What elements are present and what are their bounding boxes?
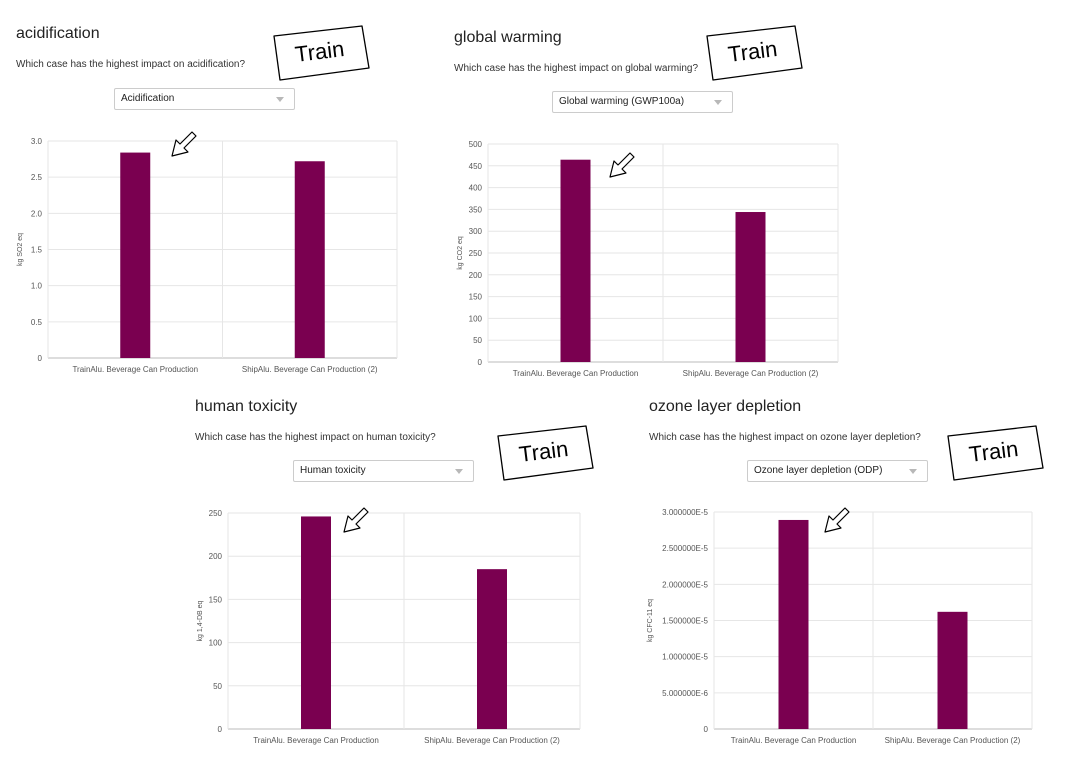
x-tick-label: TrainAlu. Beverage Can Production (72, 365, 198, 374)
impact-category-dropdown[interactable]: Human toxicity (293, 460, 474, 482)
x-tick-label: TrainAlu. Beverage Can Production (731, 736, 857, 745)
x-tick-label: TrainAlu. Beverage Can Production (253, 736, 379, 745)
train-callout: Train (703, 24, 803, 82)
bar (120, 152, 151, 358)
y-tick-label: 5.000000E-6 (662, 689, 708, 698)
panel-question: Which case has the highest impact on glo… (454, 63, 699, 74)
impact-category-dropdown[interactable]: Ozone layer depletion (ODP) (747, 460, 928, 482)
x-tick-label: TrainAlu. Beverage Can Production (513, 369, 639, 378)
y-axis-label: kg 1,4-DB eq (197, 600, 204, 641)
bar (301, 516, 331, 729)
y-tick-label: 500 (469, 140, 483, 149)
panel-question: Which case has the highest impact on aci… (16, 59, 246, 70)
callout-box-shape (273, 25, 370, 81)
arrow-pointer-icon (171, 131, 197, 157)
y-tick-label: 50 (473, 336, 482, 345)
bar (778, 519, 809, 729)
y-tick-label: 3.0 (31, 137, 43, 146)
x-tick-label: ShipAlu. Beverage Can Production (2) (242, 365, 378, 374)
chevron-down-icon (276, 97, 284, 102)
y-tick-label: 250 (469, 249, 483, 258)
panel-title: ozone layer depletion (649, 398, 802, 415)
dropdown-selected-value: Acidification (121, 93, 175, 104)
bar (735, 212, 766, 362)
y-tick-label: 200 (469, 271, 483, 280)
x-tick-label: ShipAlu. Beverage Can Production (2) (885, 736, 1021, 745)
y-axis-label: kg CO2 eq (457, 236, 464, 270)
y-tick-label: 150 (469, 293, 483, 302)
panel-title: human toxicity (195, 398, 298, 415)
bar (937, 611, 968, 729)
x-tick-label: ShipAlu. Beverage Can Production (2) (683, 369, 819, 378)
dropdown-selected-value: Human toxicity (300, 465, 366, 476)
y-tick-label: 2.500000E-5 (662, 544, 708, 553)
callout-box-shape (497, 425, 594, 481)
bar (294, 161, 325, 358)
train-callout: Train (494, 424, 594, 482)
y-tick-label: 1.0 (31, 282, 43, 291)
impact-category-dropdown[interactable]: Global warming (GWP100a) (552, 91, 733, 113)
y-axis-label: kg CFC-11 eq (647, 599, 654, 642)
global-warming-bar-chart: 0 50 100 150 200 250 300 350 400 450 500 kg CO2 eq T… (457, 140, 839, 378)
train-callout: Train (944, 424, 1044, 482)
callout-box-shape (706, 25, 803, 81)
y-tick-label: 450 (469, 162, 483, 171)
y-tick-label: 300 (469, 227, 483, 236)
arrow-pointer-icon (609, 152, 635, 178)
y-tick-label: 2.5 (31, 173, 43, 182)
y-tick-label: 2.0 (31, 209, 43, 218)
chevron-down-icon (714, 100, 722, 105)
bar (560, 159, 591, 362)
y-tick-label: 0 (478, 358, 483, 367)
panel-title: acidification (16, 25, 100, 42)
callout-box-shape (947, 425, 1044, 481)
y-tick-label: 350 (469, 205, 483, 214)
y-tick-label: 0 (38, 354, 43, 363)
dropdown-selected-value: Global warming (GWP100a) (559, 96, 685, 107)
y-tick-label: 3.000000E-5 (662, 508, 708, 517)
x-tick-label: ShipAlu. Beverage Can Production (2) (424, 736, 560, 745)
y-tick-label: 1.000000E-5 (662, 653, 708, 662)
bar (477, 569, 507, 729)
y-tick-label: 50 (213, 682, 222, 691)
chevron-down-icon (455, 469, 463, 474)
y-tick-label: 0 (704, 725, 709, 734)
chevron-down-icon (909, 469, 917, 474)
y-tick-label: 150 (209, 595, 223, 604)
panel-question: Which case has the highest impact on hum… (195, 432, 436, 443)
arrow-pointer-icon (824, 507, 850, 533)
impact-category-dropdown[interactable]: Acidification (114, 88, 295, 110)
y-tick-label: 100 (469, 314, 483, 323)
acidification-bar-chart: 0 0.5 1.0 1.5 2.0 2.5 3.0 kg SO2 eq TrainAlu. Be… (17, 137, 398, 374)
y-tick-label: 250 (209, 509, 223, 518)
panel-title: global warming (454, 29, 562, 46)
y-tick-label: 1.500000E-5 (662, 617, 708, 626)
y-tick-label: 400 (469, 184, 483, 193)
dropdown-selected-value: Ozone layer depletion (ODP) (754, 465, 883, 476)
ozone-layer-depletion-bar-chart: 0 5.000000E-6 1.000000E-5 1.500000E-5 2.0000… (647, 508, 1033, 745)
y-tick-label: 2.000000E-5 (662, 580, 708, 589)
y-tick-label: 200 (209, 552, 223, 561)
y-tick-label: 1.5 (31, 246, 43, 255)
y-tick-label: 0 (218, 725, 223, 734)
arrow-pointer-icon (343, 507, 369, 533)
y-tick-label: 0.5 (31, 318, 43, 327)
y-axis-label: kg SO2 eq (17, 233, 24, 266)
human-toxicity-bar-chart: 0 50 100 150 200 250 kg 1,4-DB eq TrainAlu. Bev… (197, 509, 581, 745)
panel-question: Which case has the highest impact on ozo… (649, 432, 921, 443)
train-callout: Train (270, 24, 370, 82)
y-tick-label: 100 (209, 639, 223, 648)
